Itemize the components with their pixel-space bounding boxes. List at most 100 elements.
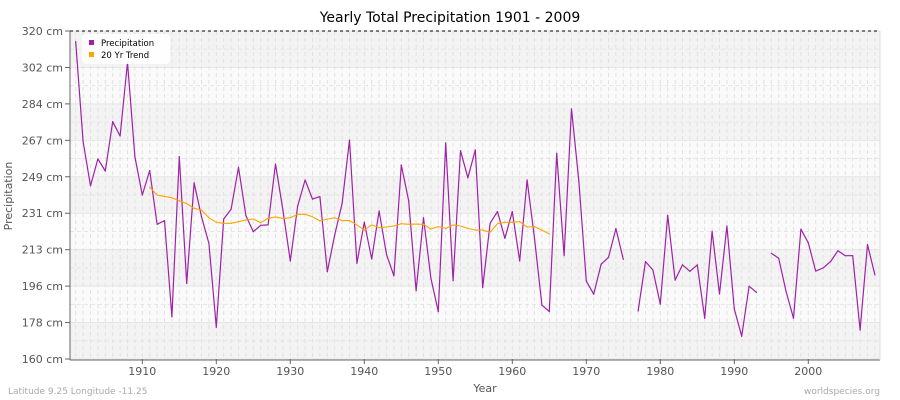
precipitation-point	[371, 258, 373, 260]
precipitation-point	[792, 317, 795, 319]
precipitation-point	[393, 275, 395, 277]
legend-label-trend: 20 Yr Trend	[101, 51, 149, 61]
x-tick-label: 1950	[424, 365, 452, 378]
precipitation-point	[511, 211, 513, 213]
trend-point	[504, 221, 506, 223]
precipitation-point	[874, 274, 876, 276]
trend-point	[363, 229, 365, 231]
trend-point	[422, 223, 425, 225]
trend-point	[163, 195, 166, 198]
y-ticks: 160 cm 178 cm 196 cm 213 cm 231 cm 249 cm 267 …	[22, 25, 70, 366]
x-tick-label: 2000	[794, 365, 822, 378]
precipitation-point	[741, 335, 743, 337]
trend-point	[237, 221, 240, 223]
precipitation-point	[644, 261, 647, 263]
precipitation-point	[615, 228, 617, 230]
precipitation-point	[689, 270, 691, 272]
y-tick-label: 302 cm	[22, 61, 63, 74]
precipitation-point	[785, 290, 787, 293]
precipitation-point	[385, 253, 388, 256]
precipitation-point	[570, 108, 573, 110]
x-tick-label: 1930	[276, 365, 304, 378]
precipitation-point	[837, 250, 839, 252]
x-tick-label: 1980	[646, 365, 674, 378]
precipitation-point	[711, 230, 713, 232]
legend: Precipitation 20 Yr Trend	[82, 34, 170, 64]
trend-point	[319, 220, 321, 222]
trend-point	[452, 224, 454, 226]
trend-point	[489, 231, 491, 233]
precipitation-point	[467, 177, 469, 179]
precipitation-point	[859, 329, 861, 331]
y-tick-label: 178 cm	[22, 317, 63, 330]
x-tick-label: 1990	[720, 365, 748, 378]
trend-point	[304, 213, 306, 215]
precipitation-point	[829, 261, 832, 263]
precipitation-point	[341, 202, 343, 205]
precipitation-point	[474, 149, 476, 151]
precipitation-point	[304, 179, 306, 181]
trend-point	[378, 226, 380, 229]
trend-point	[393, 225, 395, 227]
precipitation-point	[252, 231, 254, 233]
precipitation-point	[289, 260, 291, 262]
trend-point	[467, 227, 469, 230]
legend-box	[82, 34, 170, 64]
trend-point	[533, 225, 536, 228]
precipitation-point	[134, 156, 136, 158]
legend-swatch-trend	[89, 52, 94, 57]
precipitation-point	[704, 317, 706, 319]
precipitation-point	[600, 263, 602, 265]
trend-point	[200, 209, 203, 211]
trend-point	[334, 217, 336, 219]
trend-point	[186, 203, 188, 205]
precipitation-point	[348, 139, 351, 141]
footer-location: Latitude 9.25 Longitude -11.25	[8, 387, 147, 397]
precipitation-point	[578, 181, 580, 183]
precipitation-point	[563, 255, 565, 257]
precipitation-point	[482, 287, 484, 289]
x-axis-label: Year	[472, 382, 497, 395]
precipitation-point	[141, 194, 143, 196]
precipitation-point	[163, 220, 166, 222]
trend-point	[311, 216, 314, 218]
trend-point	[178, 200, 180, 202]
trend-series	[149, 186, 550, 235]
trend-point	[260, 222, 262, 224]
series-lines	[75, 41, 876, 337]
trend-point	[156, 194, 158, 196]
precipitation-point	[215, 326, 217, 328]
precipitation-point	[755, 291, 758, 293]
precipitation-series	[75, 41, 876, 337]
precipitation-point	[89, 185, 92, 187]
footer-source[interactable]: worldspecies.org	[804, 387, 880, 397]
precipitation-point	[237, 166, 240, 168]
precipitation-point	[171, 316, 173, 318]
trend-point	[171, 197, 173, 199]
trend-point	[482, 229, 484, 231]
trend-point	[385, 226, 388, 228]
precipitation-point	[319, 196, 321, 198]
legend-swatch-precipitation	[89, 40, 94, 45]
trend-point	[282, 217, 284, 219]
trend-point	[289, 217, 291, 219]
precipitation-point	[104, 170, 106, 172]
precipitation-point	[548, 311, 550, 313]
precipitation-point	[415, 290, 417, 292]
precipitation-point	[422, 217, 425, 219]
precipitation-point	[489, 222, 491, 224]
precipitation-point	[156, 223, 158, 225]
trend-point	[341, 220, 343, 222]
precipitation-point	[659, 303, 661, 305]
precipitation-point	[408, 200, 410, 202]
y-tick-label: 284 cm	[22, 98, 63, 111]
y-tick-label: 213 cm	[22, 244, 63, 257]
precipitation-point	[593, 293, 595, 295]
trend-point	[215, 221, 217, 223]
trend-point	[511, 221, 513, 223]
precipitation-point	[778, 257, 780, 259]
trend-point	[245, 219, 247, 221]
y-tick-label: 231 cm	[22, 207, 63, 220]
